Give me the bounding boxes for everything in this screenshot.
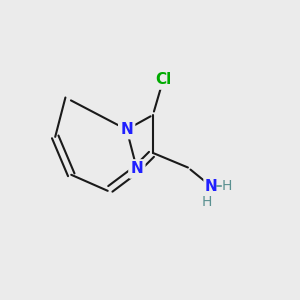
Text: N: N xyxy=(205,179,217,194)
Text: H: H xyxy=(222,179,232,194)
Text: H: H xyxy=(202,196,212,209)
Text: N: N xyxy=(130,161,143,176)
Text: N: N xyxy=(120,122,133,137)
Text: Cl: Cl xyxy=(155,73,171,88)
